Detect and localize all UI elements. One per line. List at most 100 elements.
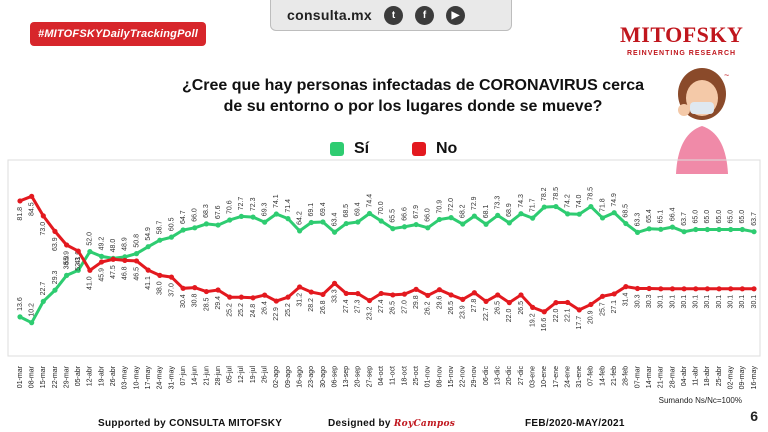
x-tick-label: 08-nov [436,366,443,388]
data-label-si: 68.3 [203,204,210,218]
legend-swatch-no [412,142,426,156]
x-tick-label: 12-jul [238,366,245,384]
legend-label-no: No [436,140,458,157]
top-bar: consulta.mx t f ▶ [270,0,512,31]
data-label-no: 84.5 [28,202,35,216]
point-si [75,267,81,273]
point-no [541,309,547,315]
data-label-si: 41.0 [75,251,82,265]
point-si [553,203,559,210]
data-label-no: 22.7 [483,307,490,321]
x-tick-label: 21-mar [658,365,665,388]
footer-designed-label: Designed by [328,418,391,429]
data-label-no: 26.5 [390,301,397,315]
x-tick-label: 20-dic [506,366,513,386]
legend-item-si: Sí [330,140,369,158]
twitter-icon[interactable]: t [384,5,403,25]
footer-period: FEB/2020-MAY/2021 [525,418,625,429]
data-label-no: 26.8 [320,300,327,314]
data-label-si: 64.7 [180,210,187,224]
x-tick-label: 24-may [157,366,164,390]
data-label-si: 48.9 [122,237,129,251]
data-label-si: 65.0 [693,210,700,224]
point-no [658,286,664,292]
data-label-si: 66.4 [669,207,676,221]
data-label-no: 30.8 [192,294,199,308]
data-label-no: 29.8 [413,295,420,309]
data-label-si: 63.7 [751,212,758,226]
point-no [273,298,279,304]
point-no [122,257,128,264]
x-tick-label: 14-mar [646,365,653,388]
data-label-si: 66.6 [401,207,408,221]
point-si [192,225,198,231]
data-label-si: 66.0 [192,208,199,222]
data-label-si: 22.7 [40,282,47,296]
point-no [192,285,198,291]
data-label-si: 74.0 [576,194,583,208]
designer-signature: RoyCampos [393,419,456,429]
point-no [227,294,233,300]
question-line-2: de su entorno o por los lugares donde se… [223,98,603,115]
point-no [145,267,151,273]
site-link[interactable]: consulta.mx [287,7,372,23]
point-no [495,292,501,298]
point-si [203,221,210,227]
series-line-si [19,204,755,325]
point-no [308,289,314,295]
youtube-icon[interactable]: ▶ [446,5,465,25]
point-si [669,224,676,230]
data-label-no: 46.8 [122,266,129,280]
data-label-no: 27.1 [611,300,618,314]
point-no [471,290,477,296]
legend-label-si: Sí [354,140,370,157]
x-tick-label: 26-jul [262,366,269,384]
x-tick-label: 18-abr [704,365,711,386]
data-label-no: 28.2 [308,298,315,312]
point-no [52,228,58,234]
point-no [646,285,652,292]
x-tick-label: 27-dic [518,366,525,386]
x-tick-label: 17-may [145,366,152,390]
x-tick-label: 16-ago [296,366,303,388]
point-si [751,229,757,235]
data-label-no: 27.4 [378,299,385,313]
series-line-no [19,194,754,314]
data-label-no: 30.1 [739,295,746,309]
facebook-icon[interactable]: f [415,5,434,25]
x-tick-label: 06-dic [483,366,490,386]
data-label-si: 63.4 [331,212,338,226]
footnote: Sumando Ns/Nc=100% [658,396,742,405]
point-no [29,193,35,199]
point-si [634,229,641,235]
data-label-no: 27.0 [401,300,408,314]
data-label-no: 25.2 [285,303,292,317]
data-label-no: 26.5 [495,301,502,315]
point-si [576,211,582,217]
data-label-si: 69.1 [308,203,315,217]
point-no [355,290,361,297]
data-label-si: 78.5 [588,187,595,201]
point-no [425,292,431,299]
data-label-no: 22.0 [553,308,560,322]
point-si [541,204,547,210]
data-label-no: 55.9 [63,251,70,265]
point-no [681,286,687,292]
data-label-no: 37.0 [168,283,175,297]
data-label-no: 30.1 [716,295,723,309]
data-label-no: 16.6 [541,318,548,332]
point-no [599,293,606,299]
data-label-no: 17.7 [576,316,583,330]
data-label-no: 30.1 [704,295,711,309]
point-si [87,249,93,255]
x-tick-label: 03-may [122,366,129,390]
point-si [506,220,512,226]
point-si [728,226,734,233]
point-no [530,304,536,310]
point-no [180,285,186,291]
point-si [331,229,338,235]
point-no [460,296,466,302]
data-label-no: 41.0 [87,276,94,290]
point-no [704,286,710,292]
